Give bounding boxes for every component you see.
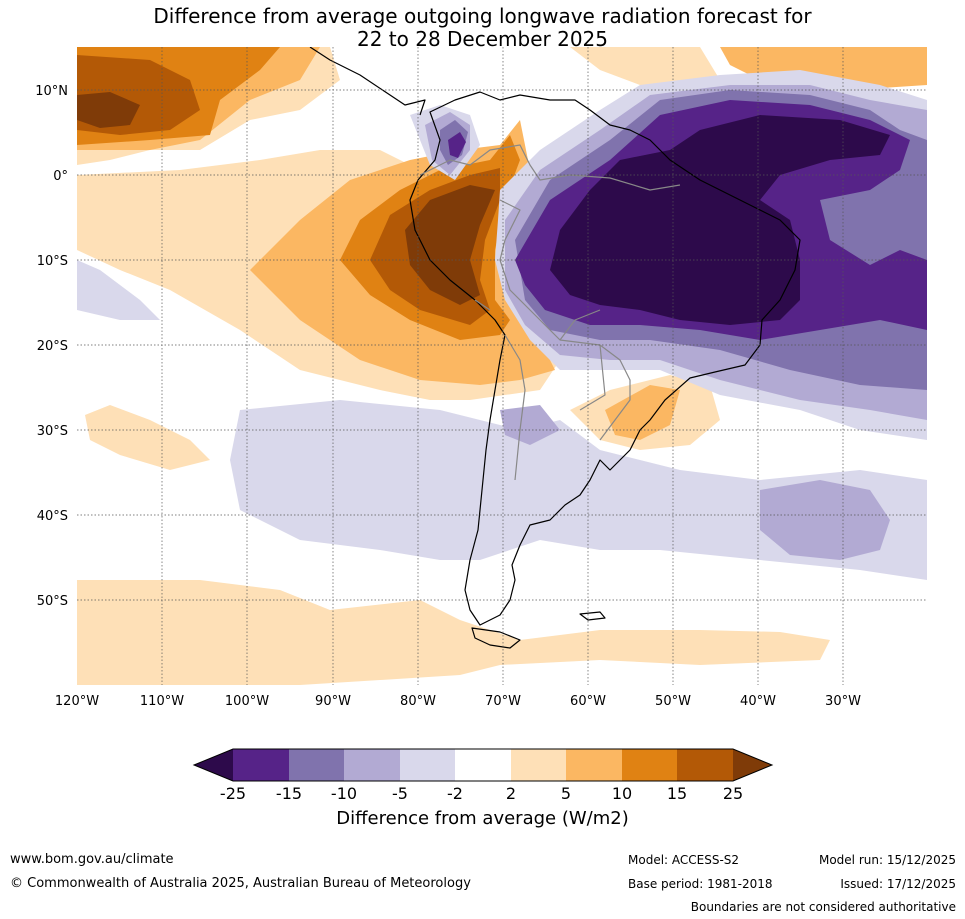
colorbar-tick: -2 [447, 784, 463, 800]
colorbar-swatch [677, 749, 733, 781]
colorbar-swatch [566, 749, 622, 781]
lat-label: 30°S [37, 424, 68, 439]
negative-anomaly-2 [230, 400, 927, 580]
colorbar: -25 -15 -10 -5 -2 2 5 10 15 25 [192, 748, 774, 800]
colorbar-label: Difference from average (W/m2) [336, 808, 629, 829]
longitude-labels: 120°W 110°W 100°W 90°W 80°W 70°W 60°W 50… [55, 694, 861, 709]
colorbar-swatch [400, 749, 455, 781]
colorbar-tick: 10 [612, 784, 632, 800]
model-name: Model: ACCESS-S2 [628, 853, 740, 867]
colorbar-swatch [233, 749, 289, 781]
south-america-coastline [409, 91, 801, 626]
colorbar-swatch [289, 749, 344, 781]
positive-anomaly-5 [77, 580, 830, 685]
model-run-date: Model run: 15/12/2025 [818, 853, 956, 867]
colorbar-tick: -25 [220, 784, 246, 800]
country-borders [419, 144, 681, 481]
anomaly-map: 10°N 0° 10°S 20°S 30°S 40°S 50°S 120°W 1… [35, 47, 927, 800]
lon-label: 100°W [225, 694, 269, 709]
lon-label: 30°W [825, 694, 861, 709]
lat-label: 20°S [37, 339, 68, 354]
coastlines [309, 47, 801, 649]
colorbar-tick: -15 [276, 784, 302, 800]
lon-label: 50°W [655, 694, 691, 709]
base-period: Base period: 1981-2018 [628, 877, 773, 891]
anomaly-field [77, 47, 927, 685]
falkland-islands [579, 611, 606, 621]
colorbar-tick: -5 [392, 784, 408, 800]
tierra-del-fuego [471, 627, 521, 649]
colorbar-min-arrow [194, 749, 233, 781]
graticule [77, 47, 927, 685]
negative-anomaly-5 [500, 405, 560, 445]
negative-anomaly-25 [550, 115, 890, 325]
negative-anomaly-5 [760, 480, 890, 560]
map-title-line2: 22 to 28 December 2025 [356, 27, 608, 51]
colorbar-outline [192, 748, 774, 782]
positive-anomaly-max [405, 185, 495, 305]
lat-label: 50°S [37, 594, 68, 609]
colorbar-max-arrow [733, 749, 772, 781]
lon-label: 80°W [400, 694, 436, 709]
positive-anomaly-5 [85, 405, 210, 470]
colorbar-swatch [622, 749, 677, 781]
negative-anomaly-2 [77, 260, 160, 320]
latitude-labels: 10°N 0° 10°S 20°S 30°S 40°S 50°S [35, 84, 68, 609]
lon-label: 40°W [740, 694, 776, 709]
colorbar-swatch [511, 749, 566, 781]
central-america-coastline [309, 47, 426, 116]
lon-label: 60°W [570, 694, 606, 709]
colorbar-swatch [455, 749, 511, 781]
lon-label: 70°W [485, 694, 521, 709]
colorbar-tick: 2 [506, 784, 516, 800]
colorbar-tick: 15 [667, 784, 687, 800]
lat-label: 10°N [35, 84, 68, 99]
positive-anomaly-10 [605, 385, 680, 440]
map-title-line1: Difference from average outgoing longwav… [153, 4, 812, 28]
boundaries-disclaimer: Boundaries are not considered authoritat… [690, 900, 956, 914]
lon-label: 120°W [55, 694, 99, 709]
lat-label: 40°S [37, 509, 68, 524]
colorbar-tick: -10 [331, 784, 357, 800]
colorbar-swatch [344, 749, 400, 781]
lon-label: 90°W [315, 694, 351, 709]
lat-label: 0° [53, 169, 68, 184]
lat-label: 10°S [37, 254, 68, 269]
copyright-notice: © Commonwealth of Australia 2025, Austra… [10, 876, 471, 891]
lon-label: 110°W [140, 694, 184, 709]
colorbar-tick: 5 [561, 784, 571, 800]
colorbar-tick: 25 [723, 784, 743, 800]
issued-date: Issued: 17/12/2025 [840, 877, 956, 891]
positive-anomaly-max [77, 92, 140, 128]
negative-anomaly-15 [448, 132, 466, 158]
bom-website-link[interactable]: www.bom.gov.au/climate [10, 852, 174, 867]
